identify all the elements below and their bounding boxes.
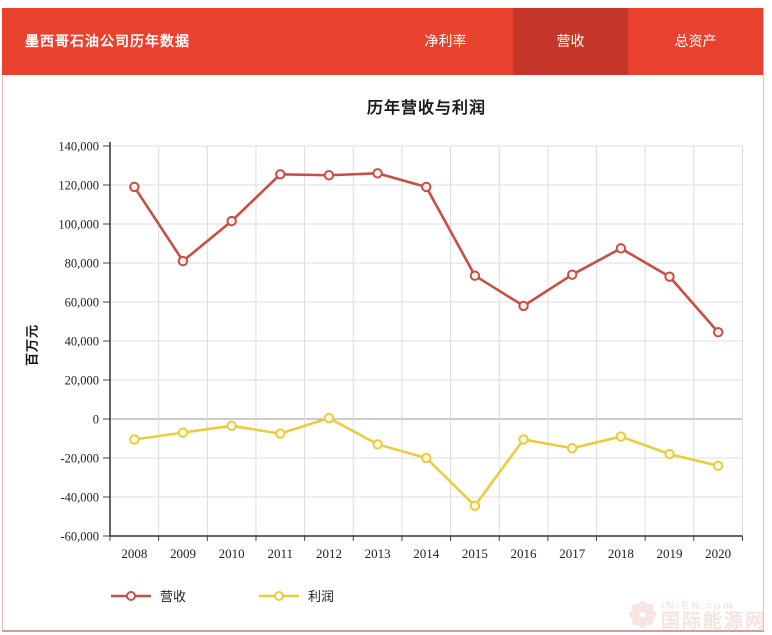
svg-text:80,000: 80,000 [65, 257, 99, 271]
svg-text:20,000: 20,000 [65, 374, 99, 388]
svg-text:2018: 2018 [608, 546, 634, 561]
svg-text:-60,000: -60,000 [60, 530, 99, 544]
svg-text:2010: 2010 [219, 546, 245, 561]
svg-text:2019: 2019 [657, 546, 683, 561]
chart-legend: 营收 利润 [110, 586, 406, 605]
tab-revenue[interactable]: 营收 [513, 8, 628, 75]
svg-text:2012: 2012 [316, 546, 342, 561]
svg-text:2017: 2017 [559, 546, 586, 561]
svg-text:-40,000: -40,000 [60, 491, 99, 505]
chart-title: 历年营收与利润 [366, 100, 486, 117]
svg-text:2013: 2013 [365, 546, 391, 561]
svg-text:0: 0 [93, 413, 99, 427]
svg-text:100,000: 100,000 [58, 218, 99, 232]
legend-item-revenue[interactable]: 营收 [110, 586, 186, 605]
svg-text:2008: 2008 [121, 546, 147, 561]
tab-net-profit-margin[interactable]: 净利率 [424, 33, 467, 49]
svg-text:-20,000: -20,000 [60, 452, 99, 466]
svg-text:2009: 2009 [170, 546, 196, 561]
tab-total-assets[interactable]: 总资产 [674, 33, 717, 49]
svg-text:2015: 2015 [462, 546, 488, 561]
svg-text:40,000: 40,000 [65, 335, 99, 349]
svg-text:2020: 2020 [705, 546, 731, 561]
svg-text:2011: 2011 [268, 546, 294, 561]
revenue-line-marker-icon [111, 590, 151, 601]
svg-text:140,000: 140,000 [58, 140, 99, 154]
legend-label-revenue: 营收 [160, 589, 187, 604]
header-bar: 墨西哥石油公司历年数据 净利率 营收 总资产 [2, 8, 763, 75]
legend-item-profit[interactable]: 利润 [258, 586, 334, 605]
profit-line-marker-icon [259, 590, 300, 601]
legend-label-profit: 利润 [308, 589, 335, 604]
header-title: 墨西哥石油公司历年数据 [25, 33, 190, 49]
svg-text:120,000: 120,000 [58, 179, 99, 193]
svg-text:60,000: 60,000 [65, 296, 99, 310]
svg-text:2016: 2016 [511, 546, 538, 561]
svg-text:2014: 2014 [413, 546, 440, 561]
